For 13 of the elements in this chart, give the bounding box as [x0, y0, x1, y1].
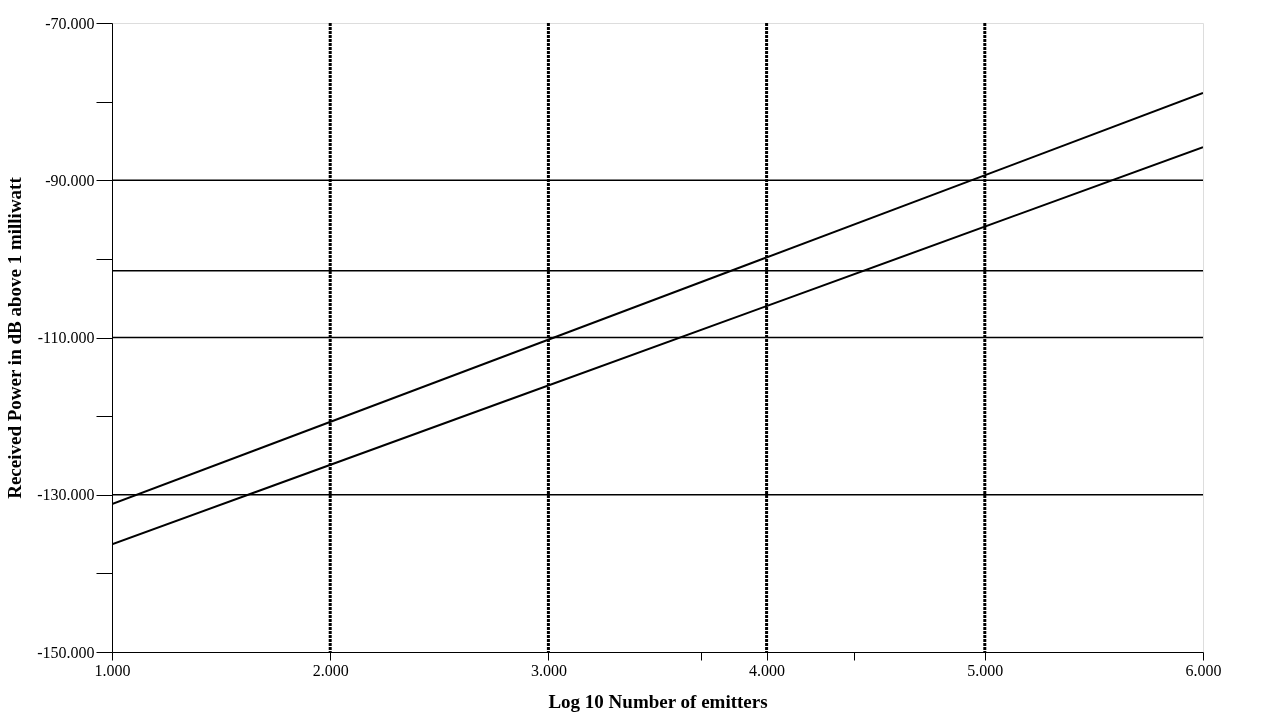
y-tick-label: -110.000 — [37, 329, 95, 346]
x-tick-label: 5.000 — [967, 661, 1004, 679]
y-tick-label: -70.000 — [45, 14, 95, 32]
y-tick-label: -150.000 — [37, 643, 95, 661]
y-tick-label: -90.000 — [45, 171, 95, 189]
y-tick-label: -130.000 — [37, 486, 95, 504]
x-tick-label: 1.000 — [94, 661, 131, 679]
x-tick-label: 2.000 — [312, 661, 349, 679]
x-tick-label: 6.000 — [1185, 661, 1222, 679]
x-tick-label: 3.000 — [530, 661, 567, 679]
y-axis-title: Received Power in dB above 1 milliwatt — [4, 176, 26, 499]
x-axis-title: Log 10 Number of emitters — [548, 690, 768, 712]
x-tick-label: 4.000 — [749, 661, 786, 679]
